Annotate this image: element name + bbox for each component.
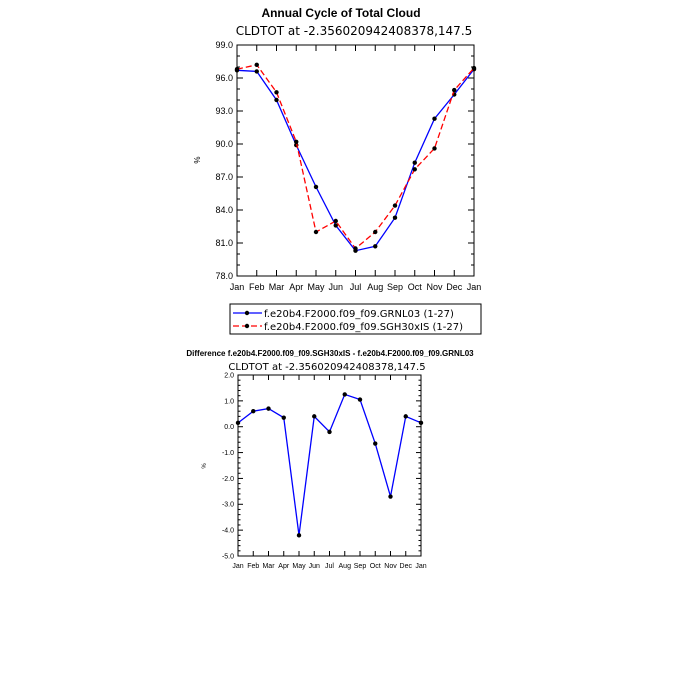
- bottom-ytick-label: 2.0: [224, 372, 234, 379]
- bottom-xtick-label: May: [292, 563, 306, 570]
- top-chart-ylabel: %: [193, 156, 202, 163]
- top-point: [353, 246, 358, 251]
- top-ytick-label: 78.0: [215, 271, 233, 281]
- top-xtick-label: Dec: [446, 282, 463, 292]
- top-point: [471, 65, 477, 71]
- bottom-xtick-label: Aug: [339, 563, 352, 570]
- top-point: [274, 97, 279, 103]
- top-ytick-label: 81.0: [215, 238, 233, 248]
- top-point: [452, 87, 457, 93]
- legend-marker-2: [244, 323, 250, 329]
- bottom-point: [327, 429, 332, 435]
- top-ytick-label: 87.0: [215, 172, 233, 182]
- top-ytick-label: 84.0: [215, 205, 233, 215]
- top-xtick-label: Mar: [269, 282, 285, 292]
- top-point: [373, 229, 378, 235]
- top-xtick-label: Nov: [426, 282, 443, 292]
- bottom-point: [251, 409, 256, 414]
- bottom-ytick-label: 1.0: [224, 398, 234, 405]
- bottom-xtick-label: Oct: [370, 563, 381, 570]
- top-xtick-label: Sep: [387, 282, 403, 292]
- top-ytick-label: 96.0: [215, 73, 233, 83]
- top-point: [234, 67, 240, 72]
- top-point: [432, 146, 437, 151]
- legend-label-1: f.e20b4.F2000.f09_f09.GRNL03 (1-27): [264, 309, 454, 320]
- bottom-point: [312, 414, 317, 419]
- top-point: [254, 62, 259, 67]
- bottom-xtick-label: Sep: [354, 563, 367, 570]
- top-point: [412, 167, 417, 172]
- top-point: [313, 184, 319, 190]
- bottom-xtick-label: Dec: [400, 563, 413, 570]
- bottom-plot-area: -5.0 -4.0 -3.0 -2.0 -1.0 0.0 1.0 2.0 Jan Feb Mar Ap…: [222, 372, 427, 570]
- top-point: [392, 203, 398, 208]
- bottom-xtick-label: Jun: [309, 563, 320, 570]
- bottom-xtick-label: Nov: [384, 563, 397, 570]
- top-ytick-label: 99.0: [215, 40, 233, 50]
- bottom-ytick-label: 0.0: [224, 424, 234, 431]
- top-ytick-label: 93.0: [215, 106, 233, 116]
- bottom-point: [235, 420, 241, 426]
- bottom-series-line-1: [237, 393, 422, 536]
- top-point: [333, 218, 338, 224]
- bottom-ytick-label: -5.0: [222, 553, 234, 560]
- bottom-point: [403, 414, 408, 419]
- bottom-point: [418, 420, 424, 426]
- bottom-chart-title: Difference f.e20b4.F2000.f09_f09.SGH30xI…: [186, 349, 474, 358]
- top-point: [432, 116, 437, 121]
- top-point: [373, 244, 378, 249]
- top-xtick-label: Jan: [230, 282, 245, 292]
- top-point: [392, 215, 398, 220]
- top-xtick-label: Jul: [350, 282, 362, 292]
- bottom-ytick-label: -2.0: [222, 476, 234, 483]
- top-xtick-label: Feb: [249, 282, 265, 292]
- bottom-point: [266, 406, 271, 411]
- bottom-chart-subtitle: CLDTOT at -2.356020942408378,147.5: [228, 362, 425, 373]
- bottom-xtick-label: Feb: [247, 563, 259, 570]
- bottom-ytick-label: -3.0: [222, 502, 234, 509]
- bottom-ytick-label: -4.0: [222, 528, 234, 535]
- top-xtick-label: May: [307, 282, 325, 292]
- bottom-point: [388, 494, 393, 499]
- top-chart-title: Annual Cycle of Total Cloud: [261, 6, 420, 20]
- legend-box: [229, 303, 482, 335]
- top-legend: f.e20b4.F2000.f09_f09.GRNL03 (1-27) f.e20…: [229, 303, 482, 335]
- top-point: [333, 223, 338, 228]
- bottom-xtick-label: Jul: [325, 563, 334, 570]
- top-xtick-label: Jun: [328, 282, 343, 292]
- top-xtick-label: Jan: [467, 282, 482, 292]
- legend-marker-1: [244, 310, 250, 316]
- top-ytick-label: 90.0: [215, 139, 233, 149]
- bottom-chart-ylabel: %: [202, 463, 208, 469]
- bottom-point: [281, 415, 286, 420]
- top-xtick-label: Apr: [289, 282, 303, 292]
- bottom-point: [342, 392, 347, 397]
- top-point: [254, 69, 259, 74]
- top-series-line-2: [236, 64, 475, 250]
- bottom-xtick-label: Jan: [232, 563, 243, 570]
- top-chart-subtitle: CLDTOT at -2.356020942408378,147.5: [236, 24, 473, 38]
- top-point: [274, 90, 279, 95]
- bottom-xtick-label: Apr: [278, 563, 290, 570]
- top-point: [313, 229, 319, 235]
- top-point: [294, 139, 299, 144]
- top-xtick-label: Aug: [367, 282, 383, 292]
- bottom-point: [357, 397, 363, 402]
- legend-label-2: f.e20b4.F2000.f09_f09.SGH30xIS (1-27): [264, 322, 463, 333]
- top-plot-area: 78.0 81.0 84.0 87.0 90.0 93.0 96.0 99.0 Jan Feb Ma…: [215, 40, 481, 292]
- top-frame: [236, 44, 475, 277]
- top-series-line-1: [236, 68, 475, 252]
- bottom-xtick-label: Mar: [262, 563, 275, 570]
- bottom-point: [373, 441, 378, 446]
- top-xtick-label: Oct: [408, 282, 423, 292]
- top-point: [412, 160, 417, 165]
- bottom-point: [296, 533, 302, 538]
- bottom-frame: [237, 374, 422, 557]
- bottom-xtick-label: Jan: [415, 563, 426, 570]
- bottom-ytick-label: -1.0: [222, 450, 234, 457]
